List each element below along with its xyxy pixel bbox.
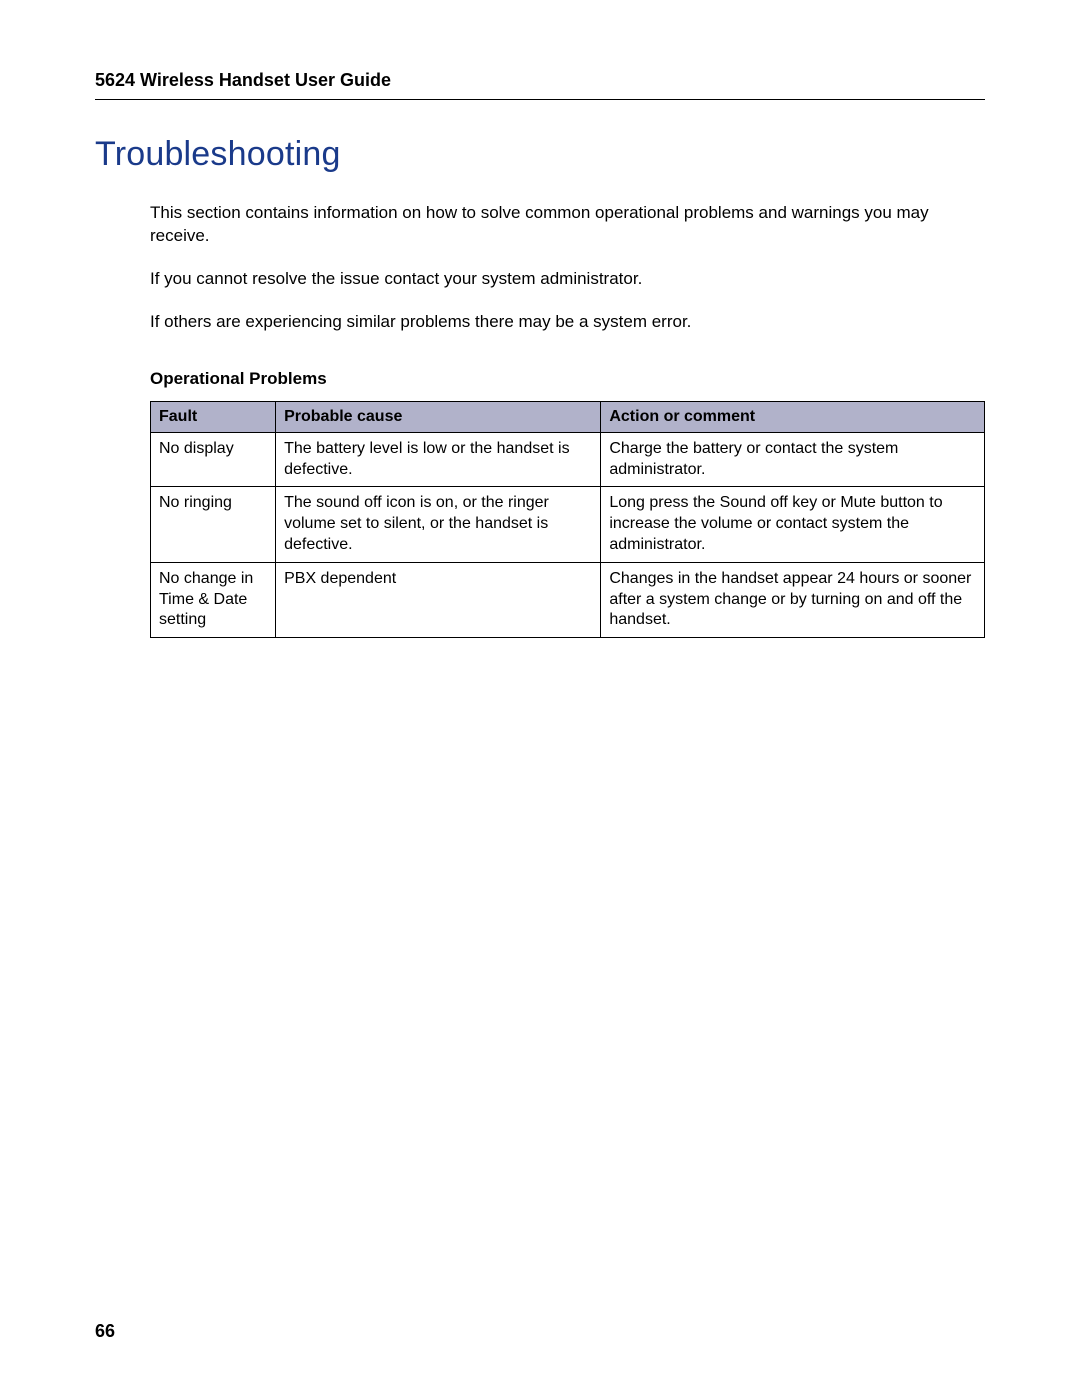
table-row: No change in Time & Date setting PBX dep… [151, 562, 985, 637]
cell-action: Charge the battery or contact the system… [601, 432, 985, 487]
cell-cause: The battery level is low or the handset … [276, 432, 601, 487]
column-header-fault: Fault [151, 401, 276, 432]
subsection-title: Operational Problems [150, 369, 985, 389]
intro-paragraph-1: This section contains information on how… [150, 202, 985, 248]
body-content: This section contains information on how… [95, 202, 985, 638]
operational-problems-table: Fault Probable cause Action or comment N… [150, 401, 985, 638]
document-header: 5624 Wireless Handset User Guide [95, 70, 985, 100]
column-header-cause: Probable cause [276, 401, 601, 432]
table-header-row: Fault Probable cause Action or comment [151, 401, 985, 432]
cell-fault: No display [151, 432, 276, 487]
cell-action: Changes in the handset appear 24 hours o… [601, 562, 985, 637]
intro-paragraph-2: If you cannot resolve the issue contact … [150, 268, 985, 291]
table-row: No ringing The sound off icon is on, or … [151, 487, 985, 562]
cell-cause: PBX dependent [276, 562, 601, 637]
section-title: Troubleshooting [95, 135, 985, 174]
cell-cause: The sound off icon is on, or the ringer … [276, 487, 601, 562]
cell-action: Long press the Sound off key or Mute but… [601, 487, 985, 562]
cell-fault: No change in Time & Date setting [151, 562, 276, 637]
intro-paragraph-3: If others are experiencing similar probl… [150, 311, 985, 334]
column-header-action: Action or comment [601, 401, 985, 432]
table-row: No display The battery level is low or t… [151, 432, 985, 487]
page-number: 66 [95, 1321, 115, 1342]
cell-fault: No ringing [151, 487, 276, 562]
